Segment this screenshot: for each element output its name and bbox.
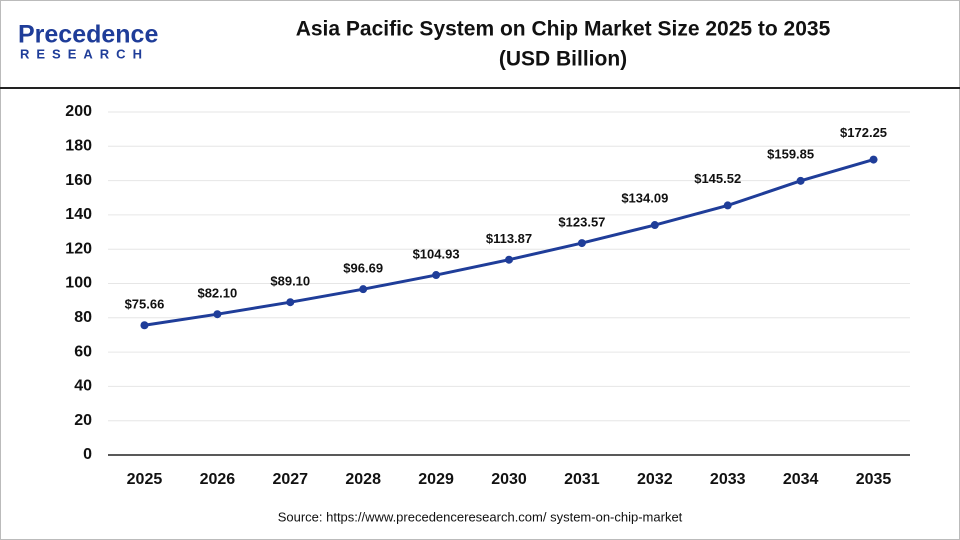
value-label: $104.93: [413, 246, 460, 261]
y-tick-label: 120: [65, 240, 92, 257]
value-label: $89.10: [270, 274, 310, 289]
point: [432, 271, 441, 280]
value-label: $96.69: [343, 261, 383, 276]
value-label: $123.57: [558, 215, 605, 230]
y-tick-label: 180: [65, 138, 92, 155]
source: Source: https://www.precedenceresearch.c…: [278, 509, 683, 524]
y-tick-label: 80: [74, 309, 92, 326]
logo-name: Precedence: [18, 21, 158, 49]
chart-subtitle: (USD Billion): [499, 48, 627, 71]
x-tick-label: 2032: [637, 471, 673, 488]
value-label: $159.85: [767, 146, 814, 161]
y-tick-label: 100: [65, 275, 92, 292]
x-tick-label: 2028: [345, 471, 381, 488]
x-tick-label: 2030: [491, 471, 527, 488]
x-tick-label: 2033: [710, 471, 746, 488]
x-tick-label: 2031: [564, 471, 600, 488]
value-label: $113.87: [486, 231, 532, 246]
y-tick-label: 0: [83, 446, 92, 463]
point: [723, 201, 732, 210]
x-tick-label: 2027: [272, 471, 308, 488]
point: [213, 310, 222, 319]
point: [869, 155, 878, 164]
y-tick-label: 140: [65, 206, 92, 223]
y-tick-label: 20: [74, 412, 92, 429]
point: [505, 255, 513, 264]
value-label: $82.10: [197, 286, 237, 301]
x-tick-label: 2029: [418, 471, 454, 488]
x-tick-label: 2025: [127, 471, 163, 488]
value-label: $75.66: [125, 297, 165, 312]
x-tick-label: 2026: [200, 471, 236, 488]
y-tick-label: 200: [65, 103, 92, 120]
value-label: $134.09: [621, 190, 668, 205]
point: [650, 221, 659, 230]
y-tick-label: 160: [65, 172, 92, 189]
logo-sub: RESEARCH: [20, 46, 149, 61]
value-label: $145.52: [694, 171, 741, 186]
point: [796, 176, 805, 185]
y-tick-label: 60: [74, 343, 92, 360]
y-tick-label: 40: [74, 378, 92, 395]
value-label: $172.25: [840, 125, 887, 140]
point: [286, 298, 295, 307]
point: [140, 321, 149, 330]
x-tick-label: 2035: [856, 471, 892, 488]
point: [577, 239, 586, 248]
chart-title: Asia Pacific System on Chip Market Size …: [296, 18, 831, 41]
x-tick-label: 2034: [783, 471, 819, 488]
point: [359, 285, 368, 294]
